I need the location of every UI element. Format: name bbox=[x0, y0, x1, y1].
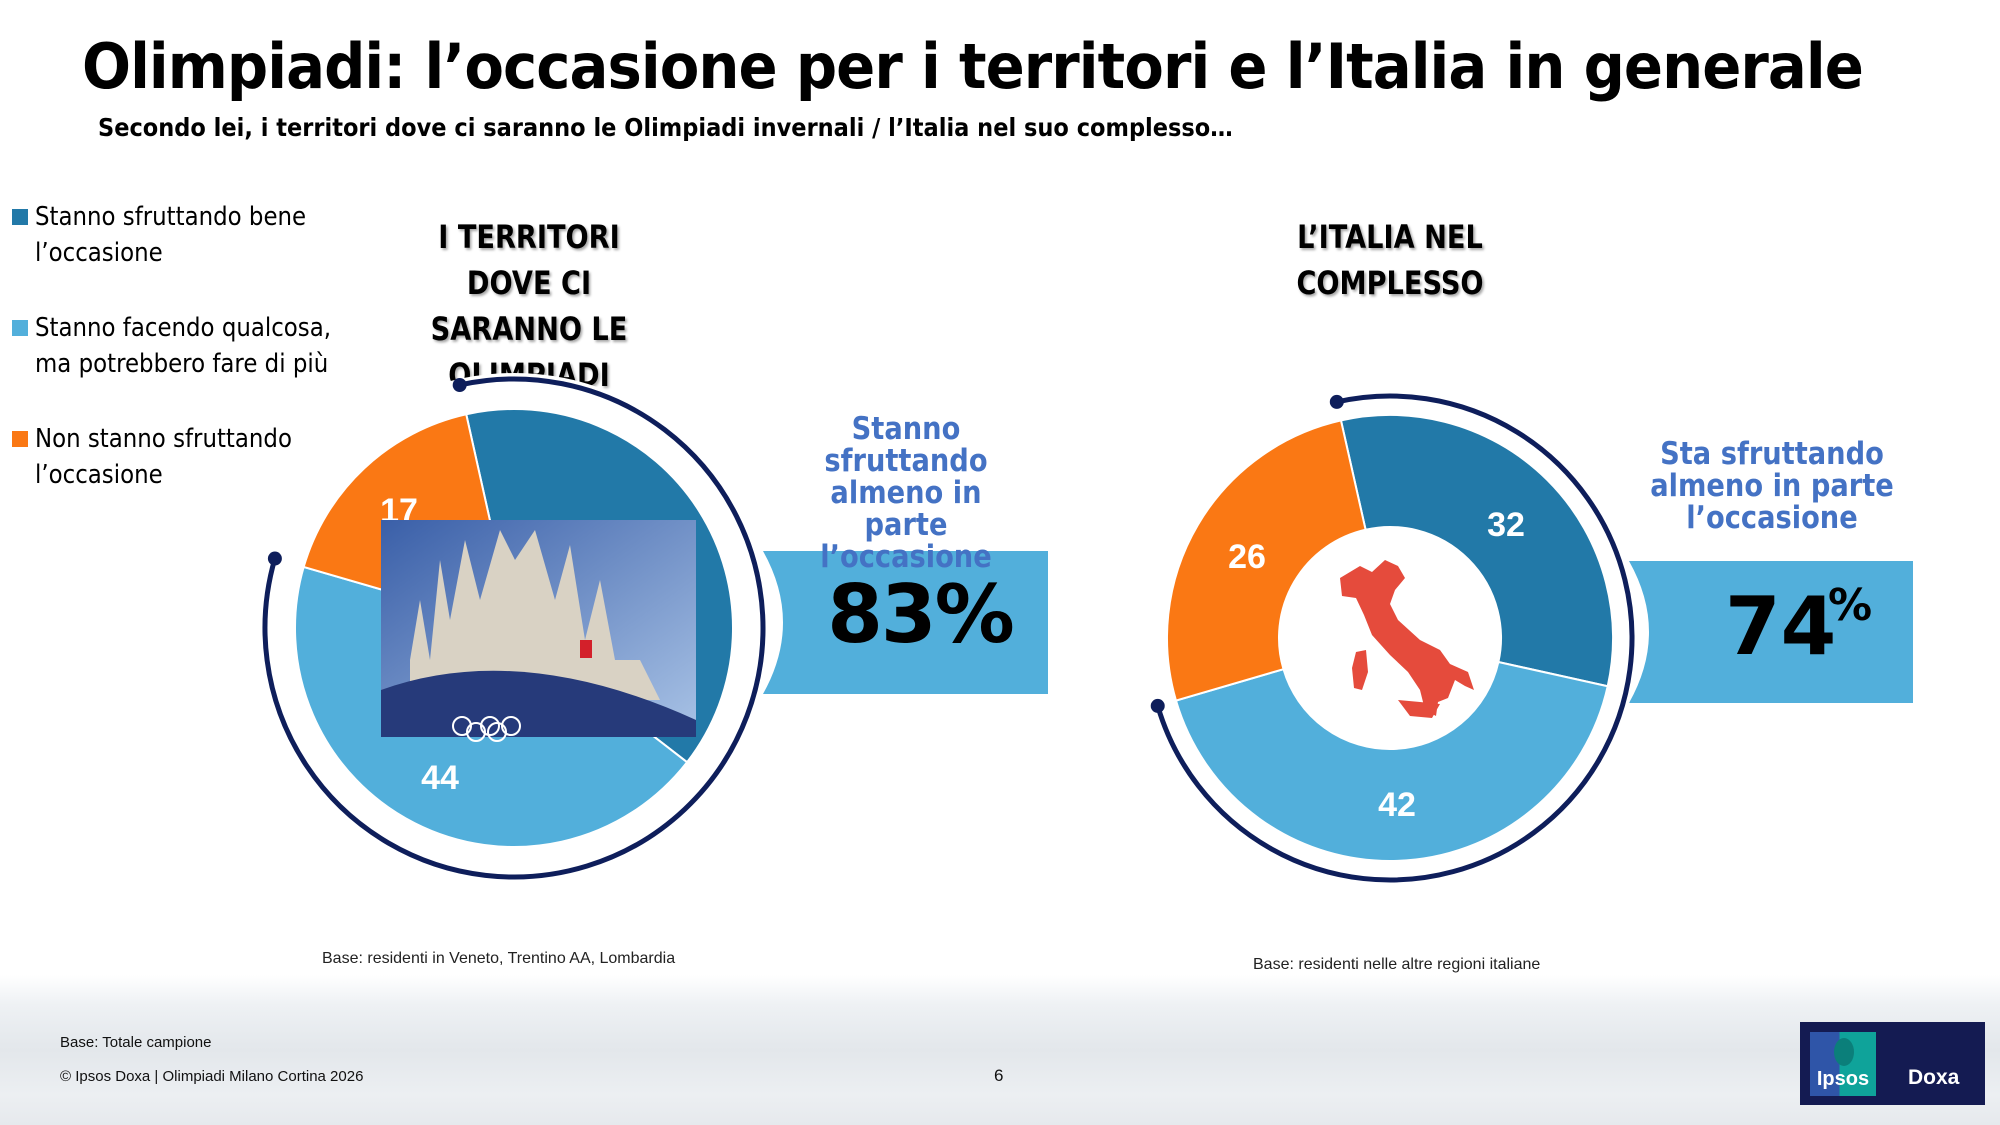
legend-item-bad: Non stanno sfruttando l’occasione bbox=[12, 421, 375, 493]
milan-cathedral-photo bbox=[381, 520, 696, 742]
ring-start-dot bbox=[452, 377, 467, 392]
ring-end-dot bbox=[267, 551, 282, 566]
data-label-0: 32 bbox=[1487, 506, 1525, 544]
data-label-2: 26 bbox=[1228, 538, 1266, 576]
legend-swatch bbox=[12, 209, 28, 225]
base-note-territori: Base: residenti in Veneto, Trentino AA, … bbox=[322, 950, 676, 967]
callout-bar-1 bbox=[1629, 561, 1913, 703]
ring-start-dot bbox=[1329, 394, 1344, 409]
ring-end-dot bbox=[1150, 698, 1165, 713]
doxa-logo-text: Doxa bbox=[1908, 1066, 1960, 1089]
progress-ring-arc bbox=[262, 376, 766, 880]
callout-bar-0 bbox=[763, 551, 1048, 694]
snow-background bbox=[0, 975, 2000, 1125]
legend-swatch bbox=[12, 320, 28, 336]
footer-base: Base: Totale campione bbox=[60, 1034, 212, 1051]
footer-copyright: © Ipsos Doxa | Olimpiadi Milano Cortina … bbox=[60, 1068, 364, 1085]
chart-title-italia: L’ITALIA NEL COMPLESSO bbox=[1296, 218, 1484, 302]
page-title: Olimpiadi: l’occasione per i territori e… bbox=[82, 30, 1864, 103]
slice-1 bbox=[1174, 660, 1609, 862]
callout-value-territori: 83% bbox=[827, 568, 1014, 661]
callout-text-italia: Sta sfruttando almeno in parte l’occasio… bbox=[1650, 436, 1894, 536]
legend-swatch bbox=[12, 431, 28, 447]
italy-map-icon bbox=[1340, 560, 1474, 718]
page-number: 6 bbox=[994, 1066, 1004, 1085]
slice-2 bbox=[1166, 419, 1367, 702]
page-subtitle: Secondo lei, i territori dove ci saranno… bbox=[98, 113, 1233, 142]
progress-ring-arc bbox=[1155, 393, 1635, 883]
legend-item-partial: Stanno facendo qualcosa, ma potrebbero f… bbox=[12, 310, 375, 382]
callout-value-italia: 74 bbox=[1725, 580, 1837, 673]
slice-0 bbox=[1339, 414, 1614, 688]
ipsos-logo-mark: Ipsos bbox=[1810, 1032, 1876, 1096]
profile-head-icon bbox=[1834, 1038, 1854, 1066]
ipsos-doxa-logo: Ipsos Doxa bbox=[1800, 1022, 1985, 1105]
data-label-1: 42 bbox=[1378, 786, 1416, 824]
base-note-italia: Base: residenti nelle altre regioni ital… bbox=[1253, 956, 1541, 973]
callout-text-territori: Stanno sfruttando almeno in parte l’occa… bbox=[820, 411, 992, 575]
callout-unit-italia: % bbox=[1828, 580, 1873, 631]
data-label-1: 44 bbox=[421, 759, 459, 797]
legend-item-good: Stanno sfruttando bene l’occasione bbox=[12, 199, 375, 271]
